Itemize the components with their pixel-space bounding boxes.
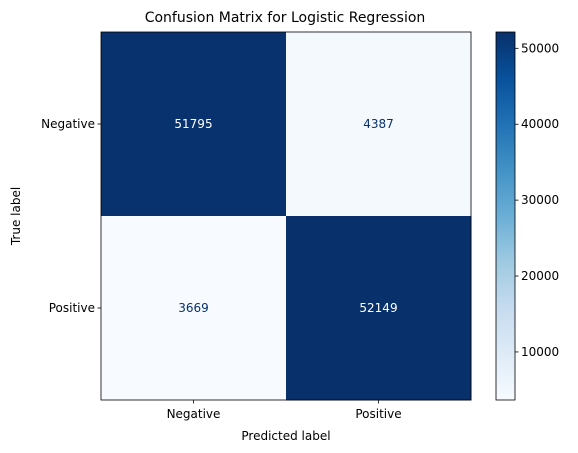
heatmap-cell	[101, 216, 287, 401]
y-tick-label: Positive	[49, 301, 95, 315]
x-tick-label: Positive	[355, 407, 401, 421]
heatmap-cell	[286, 32, 472, 217]
cell-value-label: 51795	[174, 117, 212, 131]
colorbar-tick-label: 50000	[521, 41, 559, 55]
heatmap-cells	[101, 32, 472, 401]
colorbar	[495, 31, 516, 401]
colorbar-ticks: 10000 20000 30000 40000 50000	[515, 41, 559, 359]
heatmap-cell	[101, 32, 287, 217]
cell-value-label: 52149	[359, 301, 397, 315]
x-axis-ticks: Negative Positive	[167, 400, 402, 421]
y-tick-label: Negative	[41, 117, 95, 131]
heatmap-cell-labels: 51795 4387 3669 52149	[174, 117, 397, 315]
chart-title: Confusion Matrix for Logistic Regression	[145, 10, 426, 26]
colorbar-tick-label: 10000	[521, 345, 559, 359]
x-axis-label: Predicted label	[241, 429, 330, 443]
x-tick-label: Negative	[167, 407, 221, 421]
y-axis-ticks: Negative Positive	[41, 117, 101, 315]
colorbar-tick-label: 20000	[521, 269, 559, 283]
colorbar-tick-label: 30000	[521, 193, 559, 207]
y-axis-label: True label	[9, 187, 23, 246]
colorbar-tick-label: 40000	[521, 117, 559, 131]
plot-frame	[100, 31, 472, 401]
heatmap-cell	[286, 216, 472, 401]
cell-value-label: 4387	[363, 117, 394, 131]
cell-value-label: 3669	[178, 301, 209, 315]
